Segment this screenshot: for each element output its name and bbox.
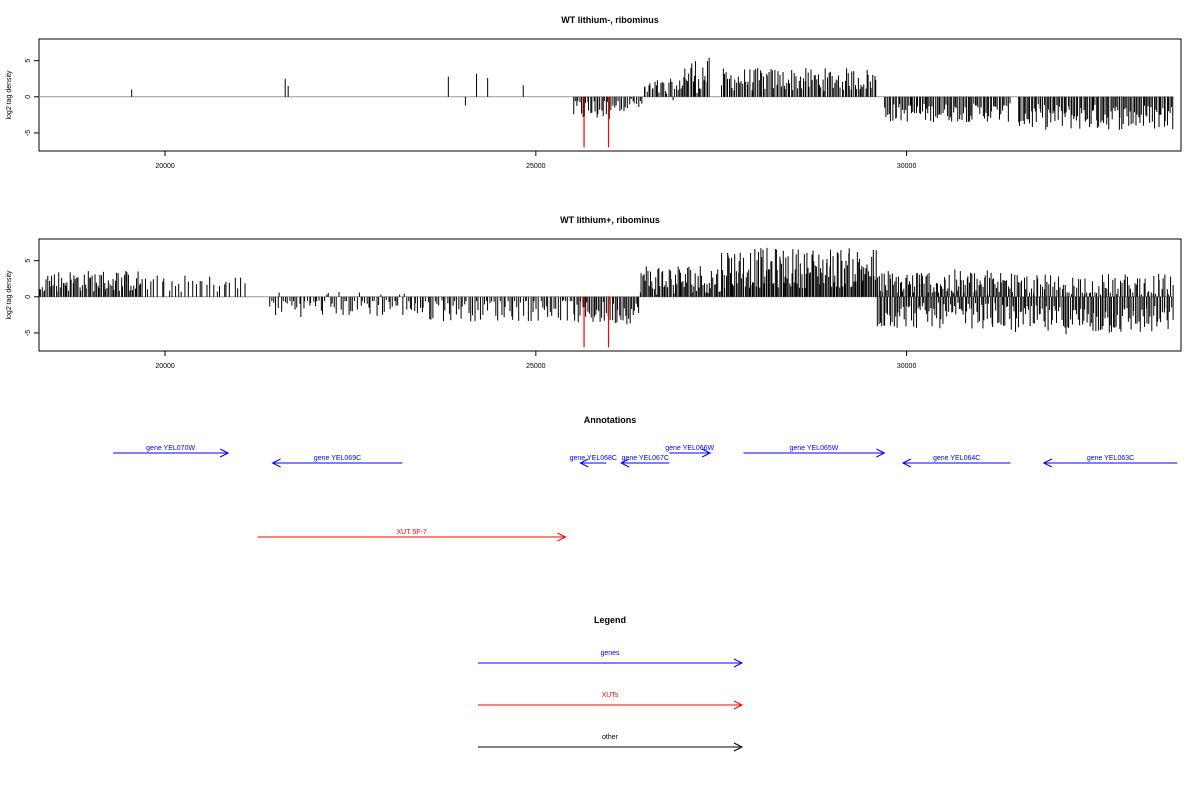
x-tick-label: 20000 <box>155 363 175 370</box>
gene-arrowhead <box>579 458 589 468</box>
axes: 20000 25000 30000 -5 0 5 <box>25 59 916 170</box>
gene-label: gene YEL065W <box>789 445 838 452</box>
y-tick-label: -5 <box>25 130 32 136</box>
y-tick-label: 5 <box>25 259 32 263</box>
y-tick-label: 5 <box>25 59 32 63</box>
x-tick-label: 25000 <box>526 163 546 170</box>
y-axis-label: log2 tag density <box>6 270 13 320</box>
gene-arrowhead <box>219 448 230 458</box>
signal-bars <box>39 247 1174 348</box>
gene-label: gene YEL064C <box>933 455 980 462</box>
y-tick-label: -5 <box>25 330 32 336</box>
signal-panel-lithium-minus: WT lithium-, ribominus log2 tag density … <box>6 15 1182 170</box>
signal-panel-lithium-plus: WT lithium+, ribominus log2 tag density … <box>6 215 1182 370</box>
axes: 20000 25000 30000 -5 0 5 <box>25 259 916 370</box>
gene-label: gene YEL070W <box>146 445 195 452</box>
annotation-features: gene YEL070W gene YEL069C gene YEL068C gene… <box>113 445 1178 542</box>
gene-label: gene YEL066W <box>665 445 714 452</box>
y-tick-label: 0 <box>25 95 32 99</box>
legend-title: Legend <box>594 615 626 625</box>
plot-frame <box>38 38 1182 152</box>
legend-other-label: other <box>602 734 619 741</box>
panel-title: WT lithium-, ribominus <box>561 15 659 25</box>
xut-label: XUT 5F-7 <box>397 529 427 536</box>
gene-label: gene YEL069C <box>314 455 361 462</box>
y-axis-label: log2 tag density <box>6 70 13 120</box>
signal-bars <box>39 57 1174 148</box>
gene-label: gene YEL068C <box>570 455 617 462</box>
gene-arrowhead <box>271 458 281 468</box>
legend: Legend genes XUTs other <box>478 615 744 752</box>
x-tick-label: 25000 <box>526 363 546 370</box>
gene-arrowhead <box>620 458 630 468</box>
panel-title: WT lithium+, ribominus <box>560 215 660 225</box>
xut-arrowhead <box>557 532 567 542</box>
gene-label: gene YEL067C <box>622 455 669 462</box>
legend-genes-label: genes <box>600 650 620 657</box>
gene-label: gene YEL063C <box>1087 455 1134 462</box>
gene-arrowhead <box>876 448 886 458</box>
x-tick-label: 30000 <box>897 363 917 370</box>
gene-arrowhead <box>901 458 912 468</box>
legend-items: genes XUTs other <box>478 650 744 752</box>
x-tick-label: 20000 <box>155 163 175 170</box>
legend-xuts-label: XUTs <box>602 692 619 699</box>
legend-xuts-arrowhead <box>733 700 744 710</box>
gene-arrowhead <box>1042 458 1053 468</box>
legend-other-arrowhead <box>733 742 744 752</box>
legend-genes-arrowhead <box>733 658 744 668</box>
x-tick-label: 30000 <box>897 163 917 170</box>
plot-frame <box>38 238 1182 352</box>
gene-arrowhead <box>701 448 712 458</box>
annotations-title: Annotations <box>584 415 637 425</box>
y-tick-label: 0 <box>25 295 32 299</box>
